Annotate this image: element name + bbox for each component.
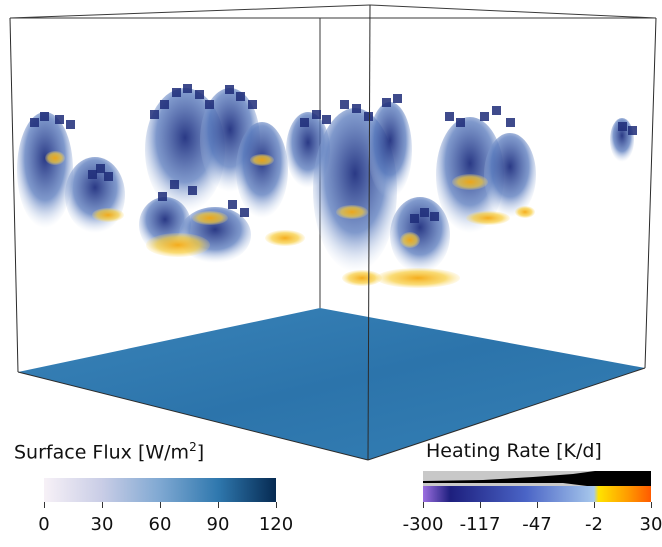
cloud-top-voxel [480, 112, 489, 121]
surface-flux-tickmark [218, 502, 219, 508]
cloud-blob [236, 122, 288, 218]
cloud-top-voxel [364, 112, 373, 121]
cloud-top-voxel [66, 120, 75, 129]
heating-rate-legend-title: Heating Rate [K/d] [426, 440, 602, 462]
cloud-top-voxel [382, 98, 391, 107]
cloud-top-voxel [456, 118, 465, 127]
cloud-blob [17, 112, 73, 228]
cloud-top-voxel [322, 115, 331, 124]
cloud-top-voxel [30, 118, 39, 127]
cloud-top-voxel [300, 118, 309, 127]
cloud-top-voxel [628, 126, 637, 135]
cloud-top-voxel [618, 122, 627, 131]
cloud-warm-patch [265, 230, 305, 246]
cloud-top-voxel [150, 110, 159, 119]
surface-flux-tickmark [102, 502, 103, 508]
cloud-top-voxel [236, 92, 245, 101]
cloud-top-voxel [352, 104, 361, 113]
cloud-top-voxel [240, 208, 249, 217]
heating-rate-tickmark [594, 502, 595, 508]
cloud-top-voxel [88, 170, 97, 179]
cloud-warm-patch [192, 211, 228, 225]
surface-flux-legend-title: Surface Flux [W/m2] [14, 440, 205, 464]
heating-rate-colorbar [423, 486, 651, 502]
cloud-top-voxel [393, 94, 402, 103]
cloud-top-voxel [188, 186, 197, 195]
cloud-blob [368, 102, 412, 198]
cloud-top-voxel [420, 208, 429, 217]
heating-rate-tickmark [537, 502, 538, 508]
heating-rate-tick-label: 30 [639, 514, 662, 535]
cloud-top-voxel [170, 180, 179, 189]
cloud-top-voxel [312, 110, 321, 119]
surface-flux-colorbar [44, 478, 276, 502]
surface-flux-tick-label: 120 [258, 514, 294, 535]
heating-rate-tick-label: -2 [585, 514, 603, 535]
cloud-top-voxel [160, 100, 169, 109]
cloud-top-voxel [445, 112, 454, 121]
surface-flux-tickmark [160, 502, 161, 508]
cloud-top-voxel [340, 100, 349, 109]
cloud-top-voxel [228, 200, 237, 209]
cloud-top-voxel [96, 164, 105, 173]
heating-rate-tick-label: -117 [459, 514, 501, 535]
heating-rate-tickmark [651, 502, 652, 508]
cloud-warm-patch [92, 208, 124, 222]
heating-rate-tickmark [480, 502, 481, 508]
cloud-top-voxel [104, 172, 113, 181]
cloud-top-voxel [183, 84, 192, 93]
cloud-blob [65, 157, 125, 233]
cloud-warm-patch [336, 205, 368, 219]
cloud-warm-patch [342, 270, 382, 286]
surface-flux-plane [18, 308, 645, 460]
cloud-top-voxel [205, 100, 214, 109]
cloud-top-voxel [55, 115, 64, 124]
cloud-top-voxel [506, 118, 515, 127]
cloud-top-voxel [248, 100, 257, 109]
surface-flux-tickmark [44, 502, 45, 508]
cloud-top-voxel [158, 192, 167, 201]
cloud-top-voxel [195, 90, 204, 99]
heating-rate-tick-label: -47 [522, 514, 552, 535]
surface-flux-tick-label: 30 [90, 514, 114, 535]
cloud-top-voxel [40, 112, 49, 121]
cloud-warm-patch [146, 233, 210, 257]
cloud-blob [484, 133, 536, 217]
heating-rate-tick-label: -300 [402, 514, 444, 535]
cloud-top-voxel [430, 212, 439, 221]
surface-flux-tick-label: 0 [38, 514, 50, 535]
surface-flux-tick-label: 90 [206, 514, 230, 535]
cloud-top-voxel [225, 85, 234, 94]
cloud-warm-patch [250, 154, 274, 166]
cloud-top-voxel [172, 88, 181, 97]
cloud-field [17, 84, 637, 288]
cloud-warm-patch [515, 206, 535, 218]
cloud-warm-patch [400, 232, 420, 248]
cloud-top-voxel [492, 106, 501, 115]
cloud-warm-patch [376, 268, 460, 288]
cloud-warm-patch [45, 151, 65, 165]
heating-rate-histogram [423, 471, 651, 487]
cloud-top-voxel [410, 214, 419, 223]
bounding-box-front [9, 4, 657, 461]
cloud-warm-patch [452, 174, 488, 190]
cloud-warm-patch [466, 211, 510, 225]
surface-flux-tickmark [276, 502, 277, 508]
surface-flux-tick-label: 60 [148, 514, 172, 535]
heating-rate-tickmark [423, 502, 424, 508]
